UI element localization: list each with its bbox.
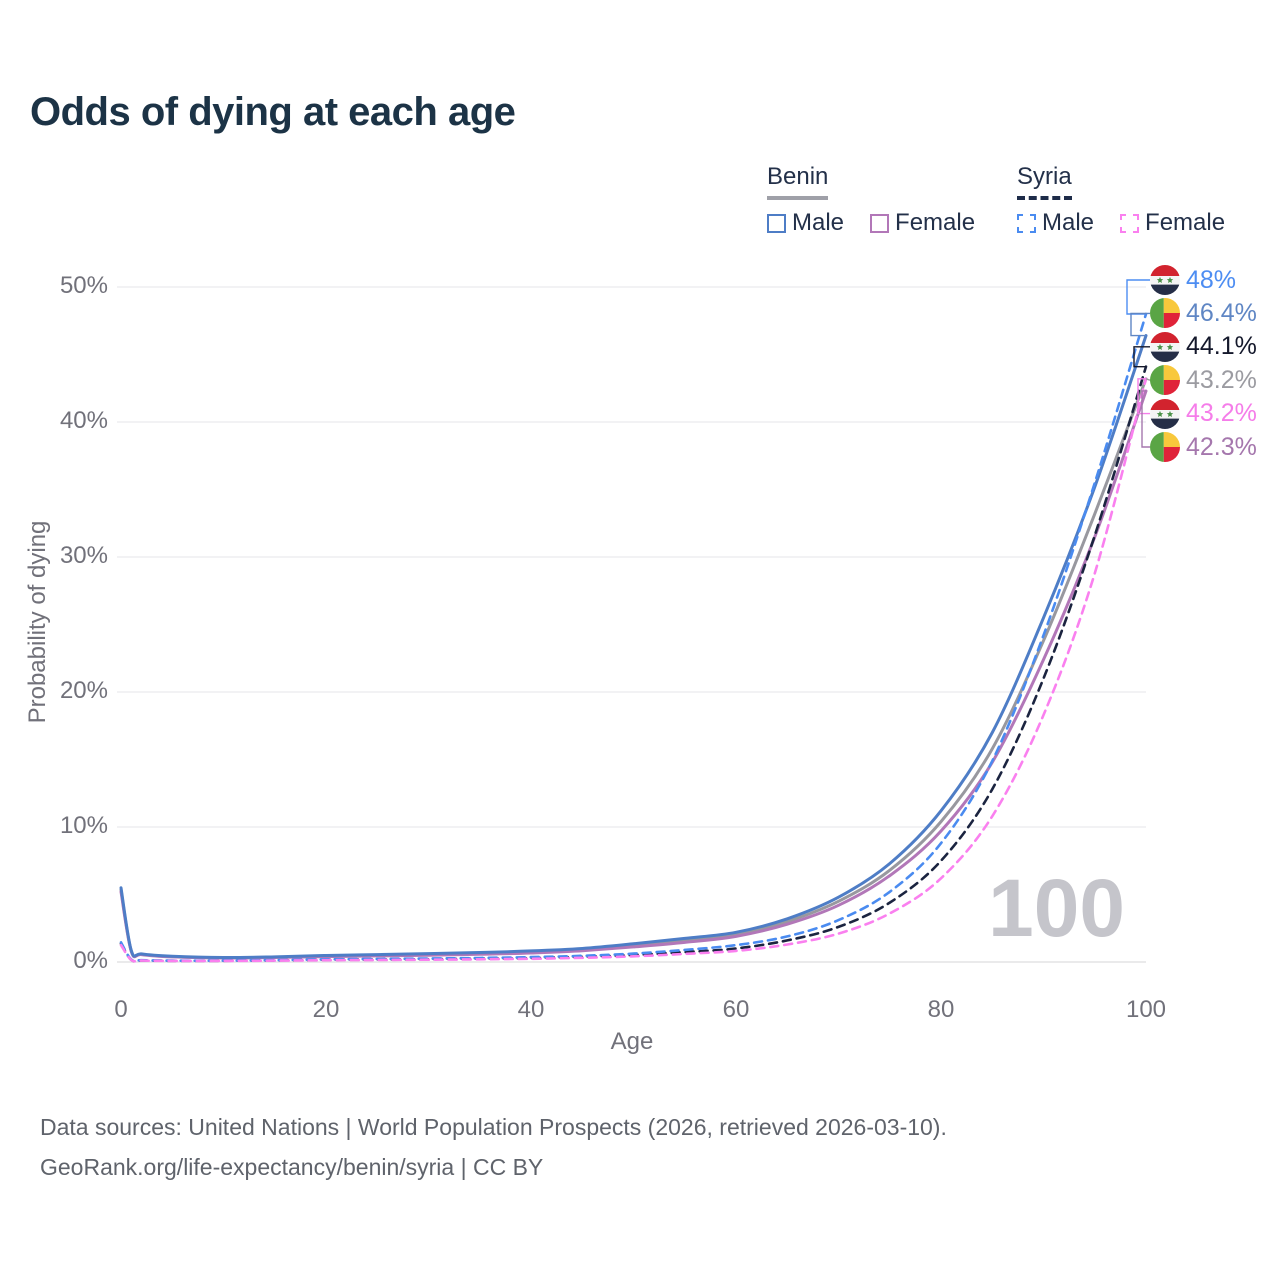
end-label-benin-male: 46.4% [1150, 297, 1257, 329]
legend-header-benin: Benin [767, 163, 829, 200]
connector-syria-female [1137, 378, 1150, 415]
x-tick-80: 80 [927, 996, 955, 1023]
end-label-benin-both: 43.2% [1150, 364, 1257, 396]
benin-flag-icon [1150, 365, 1180, 396]
connector-syria-male [1126, 279, 1150, 315]
x-tick-40: 40 [517, 996, 545, 1023]
legend-item-benin-female[interactable]: Female [870, 209, 975, 237]
end-label-value: 44.1% [1186, 332, 1257, 361]
chart-title: Odds of dying at each age [30, 90, 516, 134]
end-label-value: 43.2% [1186, 399, 1257, 428]
end-label-value: 42.3% [1186, 432, 1257, 461]
y-tick-50%: 50% [59, 272, 108, 299]
legend-header-syria: Syria [1017, 163, 1072, 200]
legend-group-syria: Syria Male Female [1017, 163, 1225, 237]
legend-items-syria: Male Female [1017, 209, 1225, 237]
connector-syria-both [1133, 346, 1150, 368]
legend-item-syria-male[interactable]: Male [1017, 209, 1094, 237]
end-label-syria-both: 44.1% [1150, 331, 1257, 363]
x-tick-100: 100 [1125, 996, 1167, 1023]
x-tick-60: 60 [722, 996, 750, 1023]
connector-benin-female [1141, 390, 1150, 448]
x-tick-20: 20 [312, 996, 340, 1023]
legend-item-label: Female [895, 209, 976, 236]
benin-female-swatch [870, 213, 890, 233]
syria-flag-icon [1150, 265, 1180, 295]
end-label-value: 46.4% [1186, 298, 1257, 327]
legend-item-label: Female [1145, 209, 1226, 236]
syria-male-swatch [1017, 213, 1036, 233]
syria-flag-icon [1150, 331, 1180, 362]
curve-syria-female [119, 377, 1148, 963]
syria-flag-icon [1150, 398, 1180, 429]
connector-benin-both [1145, 378, 1151, 381]
x-tick-0: 0 [114, 996, 128, 1023]
x-axis-title: Age [610, 1028, 654, 1055]
legend-item-syria-female[interactable]: Female [1120, 209, 1225, 237]
y-tick-40%: 40% [59, 407, 108, 434]
footer-line-1: Data sources: United Nations | World Pop… [40, 1114, 947, 1140]
y-tick-20%: 20% [59, 677, 108, 704]
legend-item-benin-male[interactable]: Male [767, 209, 844, 237]
age-watermark: 100 [988, 863, 1125, 954]
legend-items-benin: Male Female [767, 209, 975, 237]
end-label-value: 48% [1186, 265, 1237, 294]
connector-benin-male [1130, 312, 1150, 337]
benin-flag-icon [1150, 298, 1180, 329]
legend-item-label: Male [1042, 209, 1095, 236]
syria-female-swatch [1120, 213, 1140, 233]
end-label-benin-female: 42.3% [1150, 431, 1257, 463]
end-label-value: 43.2% [1186, 365, 1257, 394]
y-tick-10%: 10% [59, 812, 108, 839]
curve-benin-male [119, 334, 1148, 960]
footer: Data sources: United Nations | World Pop… [40, 1108, 947, 1187]
y-axis-title: Probability of dying [24, 520, 51, 724]
end-label-syria-female: 43.2% [1150, 398, 1257, 430]
footer-line-2: GeoRank.org/life-expectancy/benin/syria … [40, 1153, 544, 1180]
y-tick-30%: 30% [59, 542, 108, 569]
y-tick-0%: 0% [73, 947, 108, 974]
curve-syria-male [119, 312, 1148, 963]
end-label-syria-male: 48% [1150, 264, 1236, 296]
legend-item-label: Male [792, 209, 845, 236]
benin-male-swatch [767, 213, 786, 233]
benin-flag-icon [1150, 432, 1180, 462]
legend-group-benin: Benin Male Female [767, 163, 975, 237]
